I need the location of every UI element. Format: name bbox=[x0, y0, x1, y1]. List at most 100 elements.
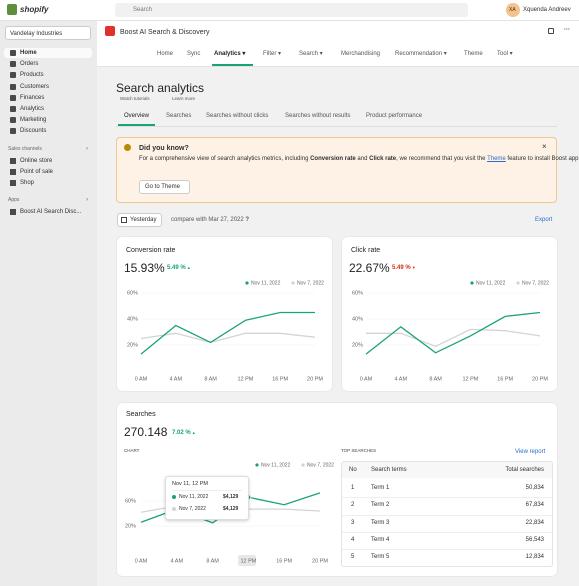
nav-icon bbox=[10, 209, 16, 215]
th: No bbox=[349, 467, 357, 473]
banner-text-part: Click rate bbox=[369, 156, 397, 162]
nav-icon bbox=[10, 72, 16, 78]
banner-text-part: and bbox=[355, 156, 370, 162]
th: Search terms bbox=[371, 467, 407, 473]
app-tab[interactable]: Search ▾ bbox=[299, 51, 323, 57]
nav-item[interactable]: Products bbox=[20, 72, 44, 78]
row-line bbox=[342, 514, 552, 516]
store-name[interactable]: Vandelay Industries bbox=[10, 31, 63, 37]
td: Term 2 bbox=[371, 502, 390, 509]
logo-icon bbox=[7, 4, 17, 15]
nav-item[interactable]: Shop bbox=[20, 180, 35, 186]
tooltip-title: Nov 11, 12 PM bbox=[172, 481, 242, 491]
card-value: 22.67% bbox=[349, 261, 390, 275]
nav-item[interactable]: Marketing bbox=[20, 117, 47, 123]
app-nav bbox=[97, 44, 579, 67]
logo: shopify bbox=[20, 5, 49, 14]
nav-item[interactable]: Boost AI Search Disc... bbox=[20, 209, 82, 215]
app-tab[interactable]: Recommendation ▾ bbox=[395, 51, 447, 57]
td: 1 bbox=[351, 485, 355, 491]
nav-icon bbox=[10, 169, 16, 175]
td: 67,834 bbox=[525, 502, 544, 509]
app-tab[interactable]: Merchandising bbox=[341, 51, 381, 57]
tooltip-name: Nov 11, 2022 bbox=[179, 494, 209, 500]
banner-text-part: Conversion rate bbox=[310, 156, 356, 162]
calendar-icon bbox=[121, 217, 127, 223]
pin-icon bbox=[548, 28, 554, 34]
app-tab[interactable]: Sync bbox=[187, 51, 201, 57]
nav-icon bbox=[10, 158, 16, 164]
td: Term 5 bbox=[371, 554, 390, 561]
nav-icon bbox=[10, 95, 16, 101]
td: 12,834 bbox=[525, 554, 544, 561]
app-tab[interactable]: Tool ▾ bbox=[497, 51, 513, 57]
more-icon: ··· bbox=[564, 27, 570, 33]
page-link[interactable]: Learn more bbox=[172, 96, 196, 101]
chevron: › bbox=[86, 146, 88, 152]
nav-icon bbox=[10, 84, 16, 90]
info-icon bbox=[124, 144, 131, 151]
nav-item[interactable]: Discounts bbox=[20, 128, 47, 134]
tabs-line bbox=[116, 126, 557, 127]
nav-item[interactable]: Online store bbox=[20, 158, 53, 164]
card-title: Searches bbox=[126, 411, 156, 418]
nav-item[interactable]: Customers bbox=[20, 84, 50, 90]
date-text[interactable]: Yesterday bbox=[130, 217, 157, 223]
banner-text-part: , we recommend that you visit the bbox=[396, 156, 488, 162]
theme-link[interactable]: Theme bbox=[487, 156, 506, 162]
avatar bbox=[506, 3, 520, 17]
hover-label-box bbox=[238, 555, 256, 566]
banner-button bbox=[139, 180, 190, 194]
nav-item[interactable]: Analytics bbox=[20, 106, 45, 112]
chevron: › bbox=[86, 197, 88, 203]
app-tab[interactable]: Home bbox=[157, 51, 174, 57]
page-tab[interactable]: Searches without results bbox=[285, 113, 351, 119]
export-link[interactable]: Export bbox=[535, 217, 553, 223]
row-line bbox=[342, 531, 552, 533]
th: Total searches bbox=[505, 467, 544, 473]
td: Term 1 bbox=[371, 485, 390, 491]
nav-item[interactable]: Orders bbox=[20, 61, 39, 67]
card-change: 7.02 % ▲ bbox=[172, 430, 196, 436]
page-tab[interactable]: Product performance bbox=[366, 113, 423, 119]
nav-item[interactable]: Point of sale bbox=[20, 169, 54, 175]
nav-item[interactable]: Home bbox=[20, 50, 37, 56]
avatar-text: XA bbox=[509, 7, 516, 13]
tooltip-dot bbox=[172, 507, 176, 511]
close-icon[interactable]: × bbox=[542, 142, 547, 151]
compare-text: compare with Mar 27, 2022 ? bbox=[171, 217, 250, 223]
nav-icon bbox=[10, 61, 16, 67]
nav-icon bbox=[10, 128, 16, 134]
td: 3 bbox=[351, 519, 355, 526]
page-link[interactable]: Watch tutorials bbox=[120, 96, 150, 101]
nav-icon bbox=[10, 106, 16, 112]
tooltip-dot bbox=[172, 495, 176, 499]
card-change: 5.49 % ▲ bbox=[167, 265, 191, 271]
banner-text: For a comprehensive view of search analy… bbox=[139, 155, 579, 164]
nav-icon bbox=[10, 180, 16, 186]
search-placeholder[interactable]: Search bbox=[133, 7, 153, 13]
td: 56,543 bbox=[525, 536, 544, 543]
tooltip-name: Nov 7, 2022 bbox=[179, 506, 206, 512]
search-box bbox=[115, 3, 468, 17]
page-tab[interactable]: Searches without clicks bbox=[206, 113, 269, 119]
app-tab[interactable]: Theme bbox=[464, 51, 483, 57]
chart-label: CHART bbox=[124, 448, 140, 453]
card-value: 15.93% bbox=[124, 261, 165, 275]
banner-text-part: feature to install Boost app ver 3.0 ont… bbox=[507, 156, 579, 162]
td: 22,834 bbox=[525, 519, 544, 526]
view-report[interactable]: View report bbox=[515, 449, 546, 455]
td: 4 bbox=[351, 536, 355, 543]
banner-button-text[interactable]: Go to Theme bbox=[145, 184, 180, 190]
td: Term 4 bbox=[371, 536, 390, 543]
tooltip: Nov 11, 12 PM Nov 11, 2022 $4,129 Nov 7, 20… bbox=[165, 476, 249, 520]
app-title: Boost AI Search & Discovery bbox=[120, 29, 210, 36]
active-tab-underline bbox=[212, 64, 253, 66]
page-tab[interactable]: Overview bbox=[124, 113, 150, 119]
page-tab[interactable]: Searches bbox=[166, 113, 192, 119]
app-tab[interactable]: Filter ▾ bbox=[263, 51, 282, 57]
app-tab[interactable]: Analytics ▾ bbox=[214, 51, 246, 57]
nav-item[interactable]: Finances bbox=[20, 95, 45, 101]
date-button bbox=[117, 213, 162, 227]
